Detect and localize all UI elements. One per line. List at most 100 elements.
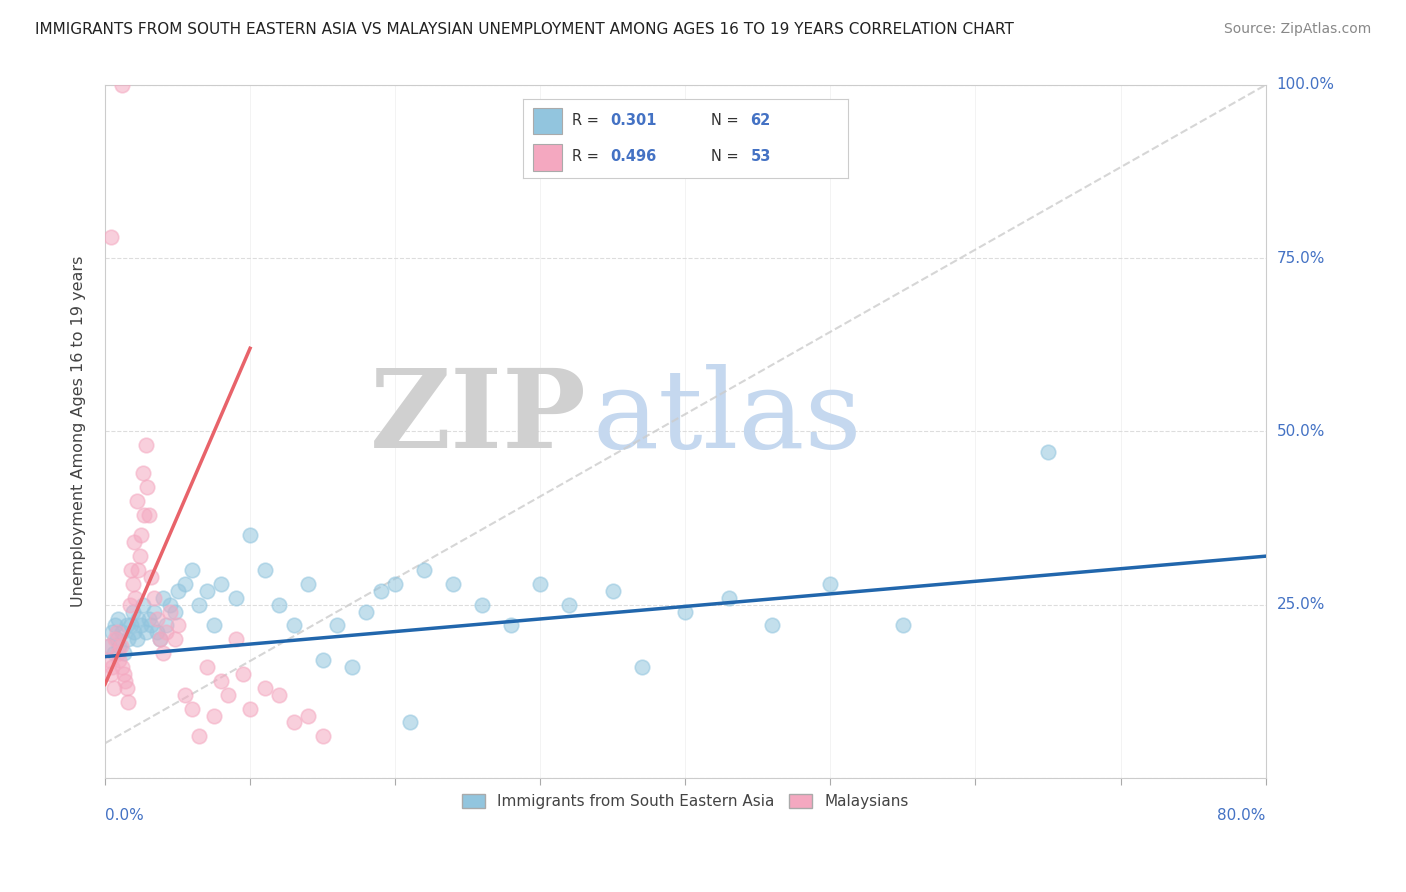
Point <box>134 508 156 522</box>
Point <box>108 653 131 667</box>
Point <box>103 681 125 695</box>
Point <box>1036 445 1059 459</box>
Point <box>149 632 172 647</box>
Point <box>146 625 169 640</box>
Point <box>104 632 127 647</box>
Point <box>120 563 142 577</box>
Point <box>98 640 121 654</box>
Point <box>108 640 131 654</box>
Point <box>132 598 155 612</box>
Point <box>717 591 740 605</box>
Point <box>132 466 155 480</box>
Text: 0.0%: 0.0% <box>105 808 143 823</box>
Point <box>267 688 290 702</box>
Point <box>239 528 262 542</box>
Point <box>122 625 145 640</box>
Text: IMMIGRANTS FROM SOUTH EASTERN ASIA VS MALAYSIAN UNEMPLOYMENT AMONG AGES 16 TO 19: IMMIGRANTS FROM SOUTH EASTERN ASIA VS MA… <box>35 22 1014 37</box>
Point <box>155 618 177 632</box>
Point <box>135 438 157 452</box>
Point <box>111 660 134 674</box>
Point <box>173 577 195 591</box>
Point <box>127 563 149 577</box>
Text: atlas: atlas <box>592 364 862 471</box>
Point <box>117 695 139 709</box>
Text: 80.0%: 80.0% <box>1218 808 1265 823</box>
Point <box>471 598 494 612</box>
Text: 100.0%: 100.0% <box>1277 78 1334 93</box>
Point <box>159 605 181 619</box>
Point <box>111 625 134 640</box>
Point <box>101 660 124 674</box>
Point <box>558 598 581 612</box>
Point <box>111 78 134 92</box>
Point <box>239 701 262 715</box>
Point <box>97 640 120 654</box>
Point <box>129 618 152 632</box>
Point <box>209 577 232 591</box>
Point <box>820 577 842 591</box>
Point <box>152 591 174 605</box>
Point <box>354 605 377 619</box>
Point <box>129 528 152 542</box>
Point <box>326 618 349 632</box>
Point <box>253 563 276 577</box>
Point <box>100 230 122 244</box>
Point <box>188 598 211 612</box>
Point <box>384 577 406 591</box>
Text: 50.0%: 50.0% <box>1277 424 1324 439</box>
Point <box>181 701 204 715</box>
Point <box>155 625 177 640</box>
Point <box>149 632 172 647</box>
Point <box>501 618 523 632</box>
Point <box>217 688 239 702</box>
Point <box>173 688 195 702</box>
Point <box>202 708 225 723</box>
Point <box>232 667 254 681</box>
Text: Source: ZipAtlas.com: Source: ZipAtlas.com <box>1223 22 1371 37</box>
Point <box>297 708 319 723</box>
Point <box>152 646 174 660</box>
Point <box>202 618 225 632</box>
Point <box>124 591 146 605</box>
Point <box>115 681 138 695</box>
Point <box>138 611 160 625</box>
Point <box>195 583 218 598</box>
Point <box>340 660 363 674</box>
Point <box>118 598 141 612</box>
Point <box>166 583 188 598</box>
Point <box>761 618 783 632</box>
Point <box>163 605 186 619</box>
Point <box>225 632 247 647</box>
Point <box>166 618 188 632</box>
Point <box>225 591 247 605</box>
Point <box>112 667 135 681</box>
Point <box>283 715 305 730</box>
Text: 75.0%: 75.0% <box>1277 251 1324 266</box>
Point <box>103 646 125 660</box>
Point <box>120 618 142 632</box>
Point <box>181 563 204 577</box>
Point <box>159 598 181 612</box>
Point <box>529 577 551 591</box>
Point <box>141 618 163 632</box>
Point <box>413 563 436 577</box>
Point <box>125 493 148 508</box>
Point <box>112 646 135 660</box>
Point <box>253 681 276 695</box>
Point <box>115 618 138 632</box>
Text: ZIP: ZIP <box>370 364 586 471</box>
Point <box>143 605 166 619</box>
Point <box>110 640 132 654</box>
Point <box>135 625 157 640</box>
Point <box>105 632 128 647</box>
Point <box>105 625 128 640</box>
Point <box>114 673 136 688</box>
Point <box>602 583 624 598</box>
Point <box>127 611 149 625</box>
Point <box>143 591 166 605</box>
Point <box>101 625 124 640</box>
Point <box>138 508 160 522</box>
Point <box>441 577 464 591</box>
Point <box>128 549 150 564</box>
Point <box>136 480 159 494</box>
